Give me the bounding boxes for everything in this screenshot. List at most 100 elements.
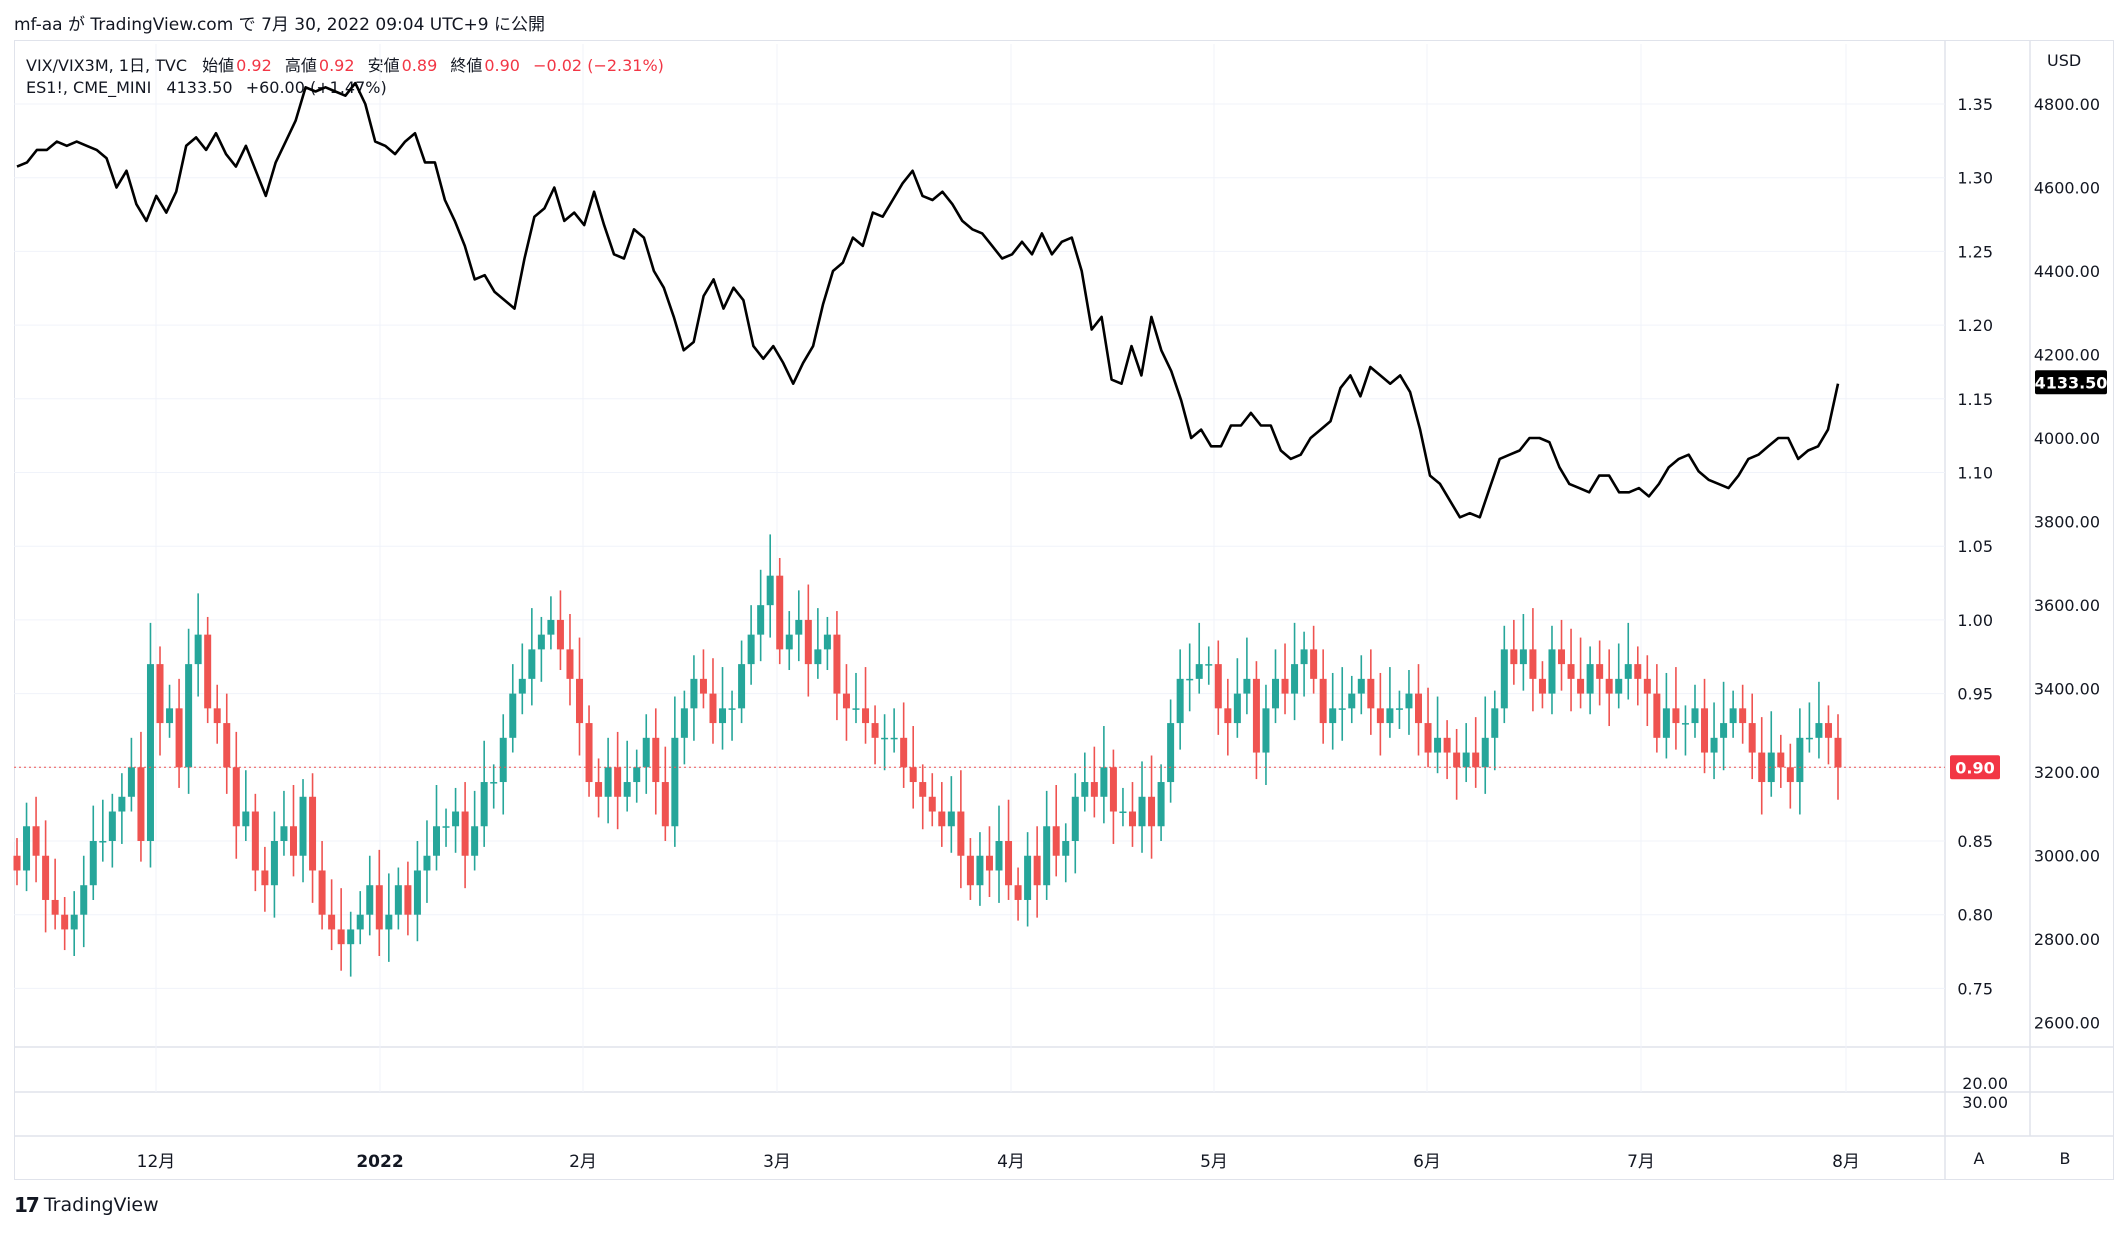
candle-body bbox=[108, 811, 116, 841]
candle-body bbox=[432, 826, 440, 856]
candle-body bbox=[232, 767, 240, 827]
candle-body bbox=[70, 914, 78, 930]
overlay-last-price-badge-text: 4133.50 bbox=[2035, 373, 2108, 392]
candle-body bbox=[89, 841, 97, 886]
main-series-legend[interactable]: VIX/VIX3M, 1日, TVC 始値 0.92 高値 0.92 安値 0.89 … bbox=[26, 52, 666, 76]
candle-body bbox=[652, 737, 660, 783]
candle-body bbox=[375, 885, 383, 930]
candle-body bbox=[166, 708, 174, 724]
candle-body bbox=[42, 855, 50, 900]
candle-body bbox=[1100, 767, 1108, 797]
candle-body bbox=[1395, 708, 1403, 710]
candle-body bbox=[318, 870, 326, 915]
candle-body bbox=[1071, 796, 1079, 841]
candle-body bbox=[347, 929, 355, 945]
overlay-symbol[interactable]: ES1!, CME_MINI bbox=[26, 78, 152, 97]
main-y-tick-label: 1.00 bbox=[1957, 611, 1993, 630]
candle-body bbox=[1538, 678, 1546, 694]
candle-body bbox=[1157, 782, 1165, 827]
candle-body bbox=[1348, 693, 1356, 709]
overlay-y-tick-label: 4400.00 bbox=[2034, 262, 2100, 281]
candle-body bbox=[1062, 841, 1070, 856]
es1-line bbox=[16, 81, 1840, 519]
main-symbol[interactable]: VIX/VIX3M, 1日, TVC bbox=[26, 56, 188, 75]
overlay-y-tick-label: 2800.00 bbox=[2034, 930, 2100, 949]
candle-body bbox=[1424, 723, 1432, 753]
candle-body bbox=[728, 708, 736, 710]
candle-body bbox=[614, 767, 622, 797]
candle-body bbox=[185, 664, 193, 768]
candle-body bbox=[719, 708, 727, 724]
overlay-y-tick-label: 4200.00 bbox=[2034, 346, 2100, 365]
low-value: 0.89 bbox=[401, 56, 438, 75]
candle-body bbox=[146, 664, 154, 841]
candle-body bbox=[1462, 752, 1470, 768]
candle-body bbox=[537, 634, 545, 650]
candle-body bbox=[1214, 664, 1222, 709]
footer-brand-text: TradingView bbox=[43, 1194, 159, 1216]
candle-body bbox=[1624, 664, 1632, 679]
overlay-y-tick-label: 4000.00 bbox=[2034, 429, 2100, 448]
candle-body bbox=[1043, 826, 1051, 886]
candle-body bbox=[1643, 678, 1651, 694]
candle-body bbox=[814, 649, 822, 665]
candle-body bbox=[747, 634, 755, 665]
chart-frame[interactable] bbox=[14, 40, 2114, 1180]
candle-body bbox=[1138, 796, 1146, 827]
candle-body bbox=[709, 693, 717, 724]
overlay-y-tick-label: 3400.00 bbox=[2034, 680, 2100, 699]
candle-body bbox=[404, 885, 412, 915]
candle-body bbox=[1167, 723, 1175, 783]
candle-body bbox=[51, 899, 59, 915]
x-tick-label: 2022 bbox=[356, 1152, 403, 1172]
candle-body bbox=[490, 782, 498, 784]
candle-body bbox=[595, 782, 603, 797]
candle-body bbox=[366, 885, 374, 915]
candle-body bbox=[1529, 649, 1537, 679]
overlay-change: +60.00 (+1.47%) bbox=[245, 78, 387, 97]
footer-brand[interactable]: 𝟭𝟳 TradingView bbox=[14, 1193, 159, 1217]
candle-body bbox=[1500, 649, 1508, 709]
candle-body bbox=[1596, 664, 1604, 679]
candle-body bbox=[452, 811, 460, 827]
candle-body bbox=[1119, 811, 1127, 814]
overlay-series-legend[interactable]: ES1!, CME_MINI 4133.50 +60.00 (+1.47%) bbox=[26, 78, 389, 97]
candle-body bbox=[1014, 885, 1022, 900]
x-tick-label: 4月 bbox=[997, 1152, 1025, 1172]
candle-body bbox=[671, 737, 679, 827]
candle-body bbox=[1777, 752, 1785, 768]
candle-body bbox=[823, 634, 831, 650]
candle-body bbox=[328, 914, 336, 930]
candle-body bbox=[900, 737, 908, 768]
candle-body bbox=[118, 796, 126, 812]
candle-body bbox=[289, 826, 297, 856]
scale-b-button[interactable]: B bbox=[2059, 1149, 2071, 1168]
candle-body bbox=[175, 708, 183, 768]
candle-body bbox=[1672, 708, 1680, 724]
candle-body bbox=[1281, 678, 1289, 694]
close-value: 0.90 bbox=[484, 56, 520, 75]
candle-body bbox=[280, 826, 288, 841]
candle-body bbox=[261, 870, 269, 886]
candle-body bbox=[766, 575, 774, 606]
candle-body bbox=[337, 929, 345, 945]
candle-body bbox=[356, 914, 364, 930]
candle-body bbox=[1148, 796, 1156, 827]
candle-body bbox=[881, 737, 889, 740]
candle-body bbox=[1357, 678, 1365, 694]
candle-body bbox=[1376, 708, 1384, 724]
candle-body bbox=[1252, 678, 1260, 753]
candle-body bbox=[270, 841, 278, 886]
scale-a-button[interactable]: A bbox=[1973, 1149, 1985, 1168]
candle-body bbox=[299, 796, 307, 856]
main-y-tick-label: 0.95 bbox=[1957, 685, 1993, 704]
candle-body bbox=[1271, 678, 1279, 709]
candle-body bbox=[757, 605, 765, 635]
candle-body bbox=[1195, 664, 1203, 679]
candle-body bbox=[1128, 811, 1136, 827]
candle-body bbox=[1681, 723, 1689, 725]
candle-body bbox=[862, 708, 870, 724]
candle-body bbox=[1024, 855, 1032, 900]
candle-body bbox=[1491, 708, 1499, 738]
